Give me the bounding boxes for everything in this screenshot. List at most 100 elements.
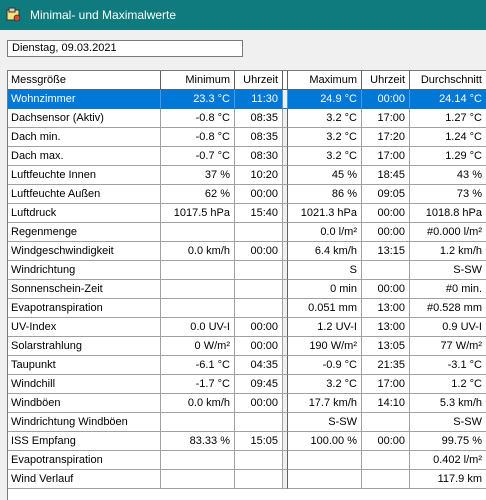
max-time: 09:05 [362,185,410,204]
max-time: 00:00 [362,432,410,451]
max-value: 1.2 UV-I [288,318,362,337]
min-time [235,299,283,318]
row-name: Windrichtung [8,261,161,280]
max-value: 45 % [288,166,362,185]
avg-value: 1018.8 hPa [410,204,486,223]
min-value: 0 W/m² [161,337,235,356]
column-separator [283,451,288,470]
row-name: Dachsensor (Aktiv) [8,109,161,128]
min-time: 09:45 [235,375,283,394]
row-name: Dach min. [8,128,161,147]
avg-value: 1.2 km/h [410,242,486,261]
table-row[interactable]: Wind Verlauf 117.9 km [8,470,486,489]
avg-value: 0.9 UV-I [410,318,486,337]
min-time: 11:30 [235,90,283,109]
table-row[interactable]: Taupunkt -6.1 °C 04:35 -0.9 °C 21:35 -3.1 °C [8,356,486,375]
max-time: 17:20 [362,128,410,147]
column-header-maximum[interactable]: Maximum [288,71,362,90]
avg-value: S-SW [410,261,486,280]
table-row[interactable]: Wohnzimmer 23.3 °C 11:30 24.9 °C 00:00 24.14 … [8,90,486,109]
avg-value: S-SW [410,413,486,432]
column-separator [283,394,288,413]
column-header-messgroesse[interactable]: Messgröße [8,71,161,90]
table-row[interactable]: Evapotranspiration 0.051 mm 13:00 #0.528 mm [8,299,486,318]
max-value: S [288,261,362,280]
min-value [161,280,235,299]
min-value [161,451,235,470]
app-icon [6,7,21,22]
min-value: -1.7 °C [161,375,235,394]
max-time: 00:00 [362,90,410,109]
column-header-max-time[interactable]: Uhrzeit [362,71,410,90]
avg-value: 1.27 °C [410,109,486,128]
table-row[interactable]: ISS Empfang 83.33 % 15:05 100.00 % 00:00 99.7… [8,432,486,451]
column-separator [283,166,288,185]
min-time: 00:00 [235,242,283,261]
column-separator [283,185,288,204]
table-row[interactable]: Windrichtung S S-SW [8,261,486,280]
max-time: 21:35 [362,356,410,375]
column-separator [283,242,288,261]
table-row[interactable]: Regenmenge 0.0 l/m² 00:00 #0.000 l/m² [8,223,486,242]
column-separator [283,128,288,147]
table-row[interactable]: Dachsensor (Aktiv) -0.8 °C 08:35 3.2 °C 17:0… [8,109,486,128]
table-row[interactable]: UV-Index 0.0 UV-I 00:00 1.2 UV-I 13:00 0.9 UV… [8,318,486,337]
table-row[interactable]: Sonnenschein-Zeit 0 min 00:00 #0 min. [8,280,486,299]
avg-value: 1.29 °C [410,147,486,166]
min-time: 08:35 [235,128,283,147]
date-field[interactable]: Dienstag, 09.03.2021 [7,40,243,57]
min-value [161,261,235,280]
max-value [288,470,362,489]
column-separator [283,280,288,299]
table-row[interactable]: Windböen 0.0 km/h 00:00 17.7 km/h 14:10 5.3 k… [8,394,486,413]
column-header-minimum[interactable]: Minimum [161,71,235,90]
min-value: 0.0 UV-I [161,318,235,337]
table-row[interactable]: Evapotranspiration 0.402 l/m² [8,451,486,470]
table-row[interactable]: Luftfeuchte Innen 37 % 10:20 45 % 18:45 43 % [8,166,486,185]
min-value [161,470,235,489]
column-separator [283,318,288,337]
min-value: 0.0 km/h [161,242,235,261]
max-value: 0.051 mm [288,299,362,318]
max-time: 00:00 [362,204,410,223]
max-value: 0.0 l/m² [288,223,362,242]
max-value: 86 % [288,185,362,204]
table-row[interactable]: Windgeschwindigkeit 0.0 km/h 00:00 6.4 km/h… [8,242,486,261]
min-time: 08:30 [235,147,283,166]
table-row[interactable]: Luftfeuchte Außen 62 % 00:00 86 % 09:05 73 % [8,185,486,204]
max-time: 00:00 [362,223,410,242]
avg-value: 5.3 km/h [410,394,486,413]
avg-value: 1.2 °C [410,375,486,394]
max-value: 3.2 °C [288,375,362,394]
table-row[interactable]: Dach min. -0.8 °C 08:35 3.2 °C 17:20 1.24 °C [8,128,486,147]
table-row[interactable]: Dach max. -0.7 °C 08:30 3.2 °C 17:00 1.29 °C [8,147,486,166]
avg-value: 77 W/m² [410,337,486,356]
avg-value: 99.75 % [410,432,486,451]
min-value: 0.0 km/h [161,394,235,413]
min-value: 1017.5 hPa [161,204,235,223]
column-header-durchschnitt[interactable]: Durchschnitt [410,71,486,90]
max-time: 18:45 [362,166,410,185]
table-row[interactable]: Windchill -1.7 °C 09:45 3.2 °C 17:00 1.2 °C [8,375,486,394]
row-name: Solarstrahlung [8,337,161,356]
column-header-min-time[interactable]: Uhrzeit [235,71,283,90]
row-name: Taupunkt [8,356,161,375]
column-separator [283,223,288,242]
row-name: Luftdruck [8,204,161,223]
max-time: 00:00 [362,280,410,299]
avg-value: 1.24 °C [410,128,486,147]
title-bar[interactable]: Minimal- und Maximalwerte [0,0,486,30]
min-time: 08:35 [235,109,283,128]
avg-value: 0.402 l/m² [410,451,486,470]
table-row[interactable]: Windrichtung Windböen S-SW S-SW [8,413,486,432]
column-separator [283,413,288,432]
row-name: ISS Empfang [8,432,161,451]
row-name: UV-Index [8,318,161,337]
table-header-row: Messgröße Minimum Uhrzeit Maximum Uhrzei… [8,71,486,90]
max-value: 190 W/m² [288,337,362,356]
table-row[interactable]: Luftdruck 1017.5 hPa 15:40 1021.3 hPa 00:00 1… [8,204,486,223]
column-separator [283,470,288,489]
table-row[interactable]: Solarstrahlung 0 W/m² 00:00 190 W/m² 13:05 77… [8,337,486,356]
min-time [235,223,283,242]
avg-value: 24.14 °C [410,90,486,109]
